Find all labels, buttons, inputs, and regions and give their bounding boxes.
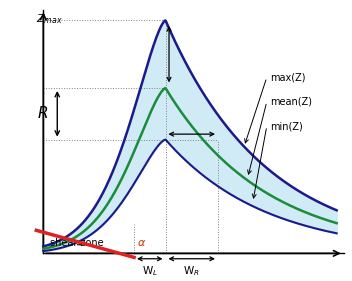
Text: W$_L$: W$_L$ [142,264,158,278]
Text: W$_R$: W$_R$ [183,264,200,278]
Text: R: R [38,106,49,121]
Text: min(Z): min(Z) [270,121,303,131]
Text: α: α [138,238,145,248]
Text: mean(Z): mean(Z) [270,97,312,106]
Text: Z$_{max}$: Z$_{max}$ [36,12,63,26]
Text: max(Z): max(Z) [270,72,306,82]
Text: shear zone: shear zone [50,237,104,248]
